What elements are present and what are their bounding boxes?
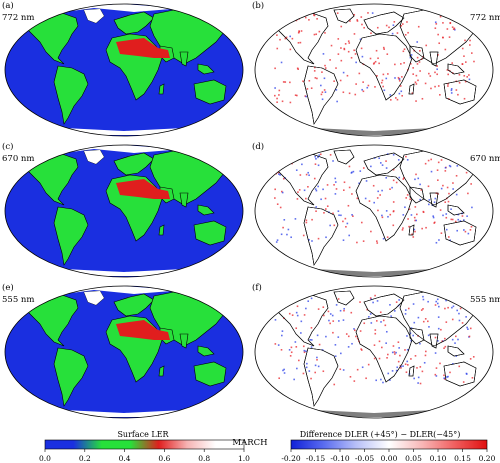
colorbar-tick-label: -0.10	[330, 454, 349, 463]
wavelength-label-d: 670 nm	[470, 154, 500, 164]
desert-high-ler	[116, 38, 170, 58]
map-panel-d	[254, 144, 494, 278]
panel-label-c: (c)	[2, 141, 13, 152]
colorbar-right-title: Difference DLER (+45°) − DLER(−45°)	[300, 430, 461, 439]
panel-label-f: (f)	[252, 282, 262, 293]
colorbar-tick-label: 0.6	[158, 454, 170, 463]
wavelength-label-e: 555 nm	[2, 295, 34, 305]
colorbar-tick-label: 0.05	[405, 454, 422, 463]
panel-label-b: (b)	[252, 0, 264, 11]
colorbar-tick-label: 0.10	[430, 454, 447, 463]
wavelength-label-a: 772 nm	[2, 13, 34, 23]
colorbar-tick-label: 0.8	[198, 454, 210, 463]
colorbar-tick-label: -0.05	[355, 454, 374, 463]
greenland-snow	[84, 9, 104, 23]
colorbar-tick-label: 1.0	[238, 454, 250, 463]
map-outline	[4, 3, 244, 137]
colorbar-tick-label: 0.4	[119, 454, 131, 463]
map-panel-b	[254, 3, 494, 137]
wavelength-label-b: 772 nm	[470, 13, 500, 23]
panel-label-e: (e)	[2, 282, 14, 293]
colorbar-tick-label: 0.20	[479, 454, 496, 463]
wavelength-label-f: 555 nm	[470, 295, 500, 305]
map-panel-e	[4, 285, 244, 419]
wavelength-label-c: 670 nm	[2, 154, 34, 164]
map-outline	[4, 285, 244, 419]
desert-high-ler	[116, 320, 170, 340]
map-outline	[254, 3, 494, 137]
panel-label-a: (a)	[2, 0, 14, 11]
colorbar-right-bar	[290, 439, 488, 450]
map-panel-f	[254, 285, 494, 419]
colorbar-left-bar	[44, 439, 245, 450]
colorbar-tick-label: -0.15	[306, 454, 325, 463]
map-panel-c	[4, 144, 244, 278]
colorbar-left-title: Surface LER	[117, 430, 169, 439]
colorbar-tick-label: 0.2	[79, 454, 91, 463]
colorbar-surface-ler: Surface LER 0.0 0.2 0.4 0.6 0.8 1.0	[39, 430, 250, 463]
colorbar-tick-label: 0.15	[454, 454, 471, 463]
greenland-snow	[84, 291, 104, 305]
desert-high-ler	[116, 179, 170, 199]
map-outline	[254, 144, 494, 278]
panel-label-d: (d)	[252, 141, 264, 152]
map-outline	[4, 144, 244, 278]
map-outline	[254, 285, 494, 419]
colorbar-dler-difference: Difference DLER (+45°) − DLER(−45°) -0.2…	[281, 430, 495, 463]
colorbar-tick-label: 0.00	[381, 454, 398, 463]
greenland-snow	[84, 150, 104, 164]
map-panel-a	[4, 3, 244, 137]
month-label: MARCH	[232, 438, 267, 448]
colorbar-tick-label: 0.0	[39, 454, 51, 463]
colorbar-tick-label: -0.20	[281, 454, 300, 463]
